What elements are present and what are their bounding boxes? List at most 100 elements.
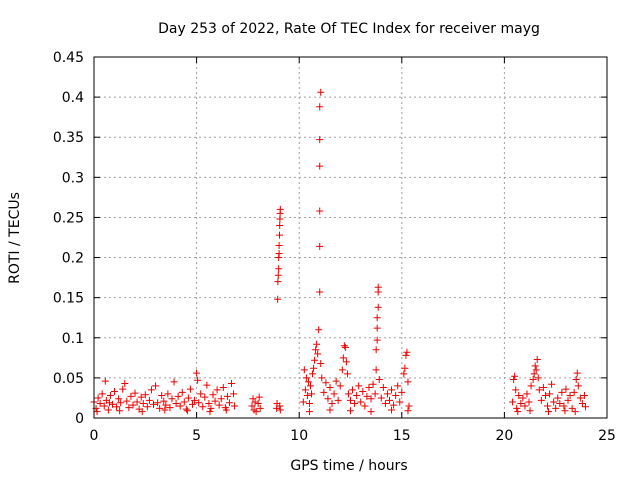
data-point — [512, 386, 520, 394]
data-point — [314, 350, 322, 358]
data-point — [172, 400, 180, 408]
data-point — [138, 408, 146, 416]
data-point — [359, 388, 367, 396]
data-point — [566, 392, 574, 400]
data-point — [205, 400, 213, 408]
data-point — [158, 392, 166, 400]
y-tick-label: 0.05 — [53, 371, 84, 387]
data-point — [276, 221, 284, 229]
data-point — [131, 389, 139, 397]
data-point — [326, 406, 334, 414]
data-point — [571, 408, 579, 416]
data-point — [300, 366, 308, 374]
data-point — [304, 378, 312, 386]
data-point — [353, 392, 361, 400]
data-point — [543, 402, 551, 410]
grid-lines — [94, 57, 607, 418]
data-point — [178, 388, 186, 396]
data-point — [108, 400, 116, 408]
data-point — [355, 382, 363, 390]
y-tick-label: 0.35 — [53, 130, 84, 146]
chart-title: Day 253 of 2022, Rate Of TEC Index for r… — [158, 21, 540, 37]
data-point — [573, 369, 581, 377]
data-point — [139, 400, 147, 408]
data-point — [560, 402, 568, 410]
data-point — [537, 396, 545, 404]
x-axis-label: GPS time / hours — [290, 458, 407, 474]
data-point — [310, 364, 318, 372]
data-point — [521, 402, 529, 410]
data-point — [160, 397, 168, 405]
data-point — [401, 364, 409, 372]
data-point — [201, 393, 209, 401]
data-point — [556, 400, 564, 408]
data-point — [561, 407, 569, 415]
data-point — [379, 384, 387, 392]
data-point — [303, 392, 311, 400]
data-point — [572, 375, 580, 383]
data-point — [558, 388, 566, 396]
data-point — [388, 386, 396, 394]
plot-frame — [93, 56, 608, 419]
data-point — [550, 398, 558, 406]
y-tick-label: 0.2 — [62, 251, 84, 267]
data-point — [217, 395, 225, 403]
data-point — [539, 384, 547, 392]
data-point — [176, 402, 184, 410]
data-point — [276, 406, 284, 414]
data-point — [400, 370, 408, 378]
data-point — [306, 382, 314, 390]
data-point — [183, 407, 191, 415]
data-point — [564, 396, 572, 404]
data-point — [568, 404, 576, 412]
data-point — [113, 403, 121, 411]
data-point — [580, 392, 588, 400]
data-point — [106, 392, 114, 400]
data-point — [170, 378, 178, 386]
data-point — [276, 205, 284, 213]
data-point — [255, 393, 263, 401]
data-point — [404, 407, 412, 415]
data-point — [324, 395, 332, 403]
data-point — [316, 242, 324, 250]
data-point — [381, 400, 389, 408]
data-point — [535, 386, 543, 394]
data-point — [119, 385, 127, 393]
data-point — [199, 403, 207, 411]
data-point — [545, 408, 553, 416]
data-point — [385, 396, 393, 404]
data-point — [225, 399, 233, 407]
data-point — [328, 400, 336, 408]
data-point — [164, 390, 172, 398]
data-point — [349, 386, 357, 394]
data-point — [374, 283, 382, 291]
x-tick-label: 20 — [495, 428, 513, 444]
data-point — [351, 400, 359, 408]
data-point — [372, 346, 380, 354]
data-point — [374, 303, 382, 311]
x-tick-label: 15 — [393, 428, 411, 444]
data-point — [367, 395, 375, 403]
data-point — [402, 351, 410, 359]
data-point — [105, 399, 113, 407]
data-point — [129, 401, 137, 409]
data-point — [311, 356, 319, 364]
data-points — [90, 88, 589, 416]
data-point — [532, 366, 540, 374]
data-point — [317, 359, 325, 367]
data-point — [578, 400, 586, 408]
data-point — [147, 386, 155, 394]
y-axis-label: ROTI / TECUs — [7, 192, 23, 284]
data-point — [98, 390, 106, 398]
data-point — [509, 398, 517, 406]
data-point — [531, 362, 539, 370]
data-point — [581, 403, 589, 411]
data-point — [162, 401, 170, 409]
data-point — [373, 324, 381, 332]
data-point — [117, 399, 125, 407]
data-point — [515, 392, 523, 400]
data-point — [315, 326, 323, 334]
data-point — [316, 103, 324, 111]
data-point — [96, 400, 104, 408]
